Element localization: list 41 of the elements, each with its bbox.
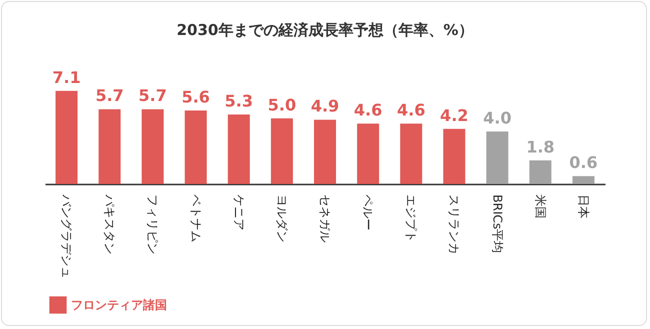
bar (443, 128, 466, 184)
data-label: 0.6 (569, 153, 598, 172)
chart-title: 2030年までの経済成長率予想（年率、%） (176, 20, 474, 39)
data-label: 5.7 (95, 86, 124, 106)
data-label: 4.2 (440, 106, 468, 125)
data-label: 4.0 (483, 108, 512, 128)
x-tick-label: パキスタン (102, 194, 117, 254)
bar (572, 176, 594, 184)
x-tick-label: ケニア (232, 194, 246, 230)
x-tick-label: スリランカ (447, 194, 462, 254)
data-label: 7.1 (52, 68, 81, 87)
x-tick-label: 米国 (533, 194, 548, 218)
data-label: 4.6 (354, 100, 382, 120)
x-tick-label: セネガル (318, 194, 332, 242)
bar (228, 114, 250, 184)
x-tick-label: BRICs平均 (490, 194, 504, 254)
bar (270, 118, 293, 184)
bar (56, 90, 78, 184)
x-tick-label: ベトナム (188, 194, 203, 242)
x-tick-label: 日本 (576, 194, 590, 218)
data-label: 4.9 (310, 96, 340, 116)
bar (529, 160, 552, 184)
x-tick-label: エジプト (404, 194, 418, 242)
data-label: 4.6 (396, 100, 426, 120)
x-tick-label: フィリピン (146, 194, 160, 254)
legend-label: フロンティア諸国 (71, 298, 167, 312)
bar (314, 120, 336, 184)
data-label: 5.6 (182, 88, 210, 106)
bar (142, 109, 164, 184)
bar (98, 109, 121, 184)
data-label: 5.3 (224, 91, 254, 110)
bar (184, 110, 207, 184)
bar (486, 132, 508, 184)
x-tick-label: ヨルダン (274, 194, 289, 242)
data-label: 5.0 (268, 95, 296, 114)
bar (357, 124, 380, 184)
x-tick-label: バングラデシュ (60, 194, 74, 278)
x-tick-label: ペルー (361, 194, 376, 230)
bar (400, 124, 422, 184)
data-label: 5.7 (138, 86, 167, 106)
data-label: 1.8 (526, 137, 555, 156)
